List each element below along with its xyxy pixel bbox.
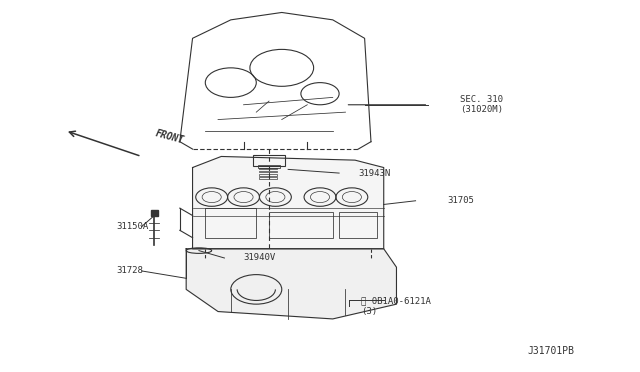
Bar <box>259 174 277 176</box>
Bar <box>269 212 333 238</box>
Bar <box>259 171 277 173</box>
Bar <box>253 155 285 166</box>
Text: SEC. 310
(31020M): SEC. 310 (31020M) <box>460 95 503 115</box>
Text: Ⓑ 0B1A0-6121A
(3): Ⓑ 0B1A0-6121A (3) <box>362 296 431 316</box>
Text: 31728: 31728 <box>116 266 143 275</box>
Text: FRONT: FRONT <box>154 128 186 145</box>
Text: J31701PB: J31701PB <box>528 346 575 356</box>
Text: 31940V: 31940V <box>244 253 276 263</box>
Bar <box>205 208 256 238</box>
Bar <box>151 210 157 215</box>
Text: 31943N: 31943N <box>358 169 390 177</box>
Bar <box>259 168 277 169</box>
Polygon shape <box>186 249 396 319</box>
Bar <box>259 177 277 179</box>
Bar <box>257 165 280 168</box>
Text: 31705: 31705 <box>447 196 474 205</box>
Text: 31150A: 31150A <box>116 222 148 231</box>
Bar <box>339 212 378 238</box>
Polygon shape <box>193 157 384 249</box>
